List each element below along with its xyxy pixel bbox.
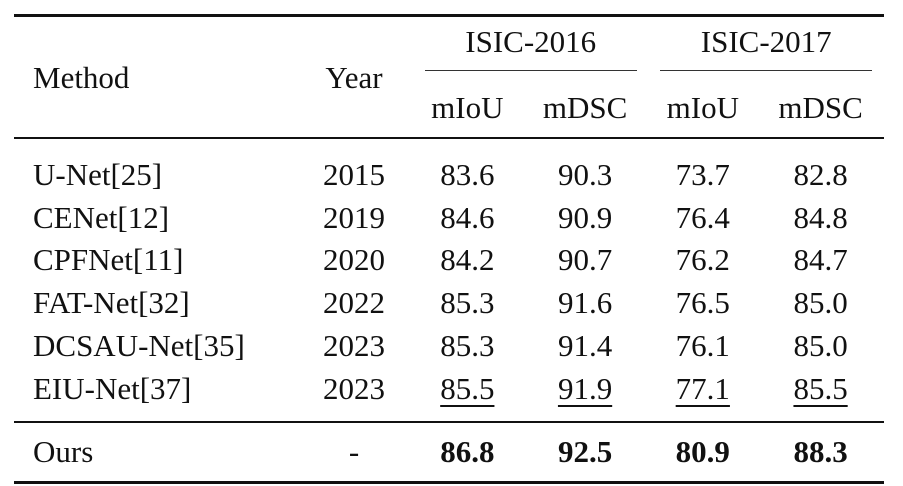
value-cell: 76.1: [675, 328, 730, 364]
value-cell: 90.3: [557, 156, 613, 192]
isic-2016-label: ISIC-2016: [424, 26, 637, 71]
value-cell: 76.4: [675, 199, 730, 235]
isic-2016-group-header: ISIC-2016: [413, 17, 648, 77]
results-table-container: Method Year ISIC-2016 ISIC-2017 mIoU mDS…: [14, 14, 884, 485]
value-cell: 90.7: [557, 242, 613, 278]
isic-2016-mdsc-header: mDSC: [542, 89, 628, 125]
value-cell: 84.8: [793, 199, 848, 235]
results-table: Method Year ISIC-2016 ISIC-2017 mIoU mDS…: [14, 14, 884, 485]
year-cell: 2019: [323, 199, 385, 235]
ours-row: Ours - 86.8 92.5 80.9 88.3: [14, 423, 884, 483]
second-best-value: 91.9: [557, 370, 613, 406]
header-row-metrics: mIoU mDSC mIoU mDSC: [14, 77, 884, 138]
isic-2017-group-header: ISIC-2017: [648, 17, 884, 77]
value-cell: 84.6: [440, 199, 495, 235]
value-cell: 73.7: [675, 156, 730, 192]
table-row: FAT-Net[32] 2022 85.3 91.6 76.5 85.0: [14, 281, 884, 324]
value-cell: 85.0: [793, 328, 848, 364]
year-header: Year: [325, 59, 383, 95]
table-row: CENet[12] 2019 84.6 90.9 76.4 84.8: [14, 196, 884, 239]
method-header: Method: [33, 59, 130, 95]
best-value: 88.3: [793, 434, 848, 470]
isic-2016-miou-header: mIoU: [431, 89, 504, 125]
value-cell: 76.2: [675, 242, 730, 278]
best-value: 92.5: [557, 434, 613, 470]
value-cell: 83.6: [440, 156, 495, 192]
header-row-groups: Method Year ISIC-2016 ISIC-2017: [14, 17, 884, 93]
method-cell: DCSAU-Net[35]: [33, 328, 245, 364]
isic-2017-mdsc-header: mDSC: [778, 89, 863, 125]
value-cell: 91.4: [557, 328, 613, 364]
value-cell: 84.7: [793, 242, 848, 278]
method-cell: FAT-Net[32]: [33, 285, 190, 321]
table-row: CPFNet[11] 2020 84.2 90.7 76.2 84.7: [14, 239, 884, 282]
method-cell: CPFNet[11]: [33, 242, 184, 278]
ours-year-cell: -: [348, 434, 360, 470]
year-cell: 2023: [323, 370, 385, 406]
second-best-value: 85.5: [793, 370, 848, 406]
value-cell-second-best: 85.5: [413, 367, 522, 422]
method-cell: U-Net[25]: [33, 156, 163, 192]
second-best-value: 77.1: [675, 370, 730, 406]
year-cell: 2020: [323, 242, 385, 278]
method-cell: CENet[12]: [33, 199, 170, 235]
value-cell-second-best: 91.9: [522, 367, 649, 422]
table-row: EIU-Net[37] 2023 85.5 91.9 77.1 85.5: [14, 367, 884, 422]
value-cell: 82.8: [793, 156, 848, 192]
best-value: 80.9: [675, 434, 730, 470]
year-cell: 2023: [323, 328, 385, 364]
value-cell-second-best: 77.1: [648, 367, 757, 422]
value-cell: 91.6: [557, 285, 613, 321]
value-cell: 84.2: [440, 242, 495, 278]
value-cell: 85.3: [440, 285, 495, 321]
value-cell-second-best: 85.5: [757, 367, 884, 422]
top-rule: [14, 14, 884, 18]
value-cell: 90.9: [557, 199, 613, 235]
ours-method-cell: Ours: [33, 434, 94, 470]
value-cell: 85.0: [793, 285, 848, 321]
value-cell: 85.3: [440, 328, 495, 364]
isic-2017-label: ISIC-2017: [660, 26, 873, 71]
method-cell: EIU-Net[37]: [33, 370, 192, 406]
year-cell: 2015: [323, 156, 385, 192]
bottom-rule: [14, 481, 884, 485]
table-row: U-Net[25] 2015 83.6 90.3 73.7 82.8: [14, 139, 884, 196]
second-best-value: 85.5: [440, 370, 495, 406]
isic-2017-miou-header: mIoU: [666, 89, 739, 125]
value-cell: 76.5: [675, 285, 730, 321]
year-cell: 2022: [323, 285, 385, 321]
best-value: 86.8: [440, 434, 495, 470]
table-row: DCSAU-Net[35] 2023 85.3 91.4 76.1 85.0: [14, 324, 884, 367]
